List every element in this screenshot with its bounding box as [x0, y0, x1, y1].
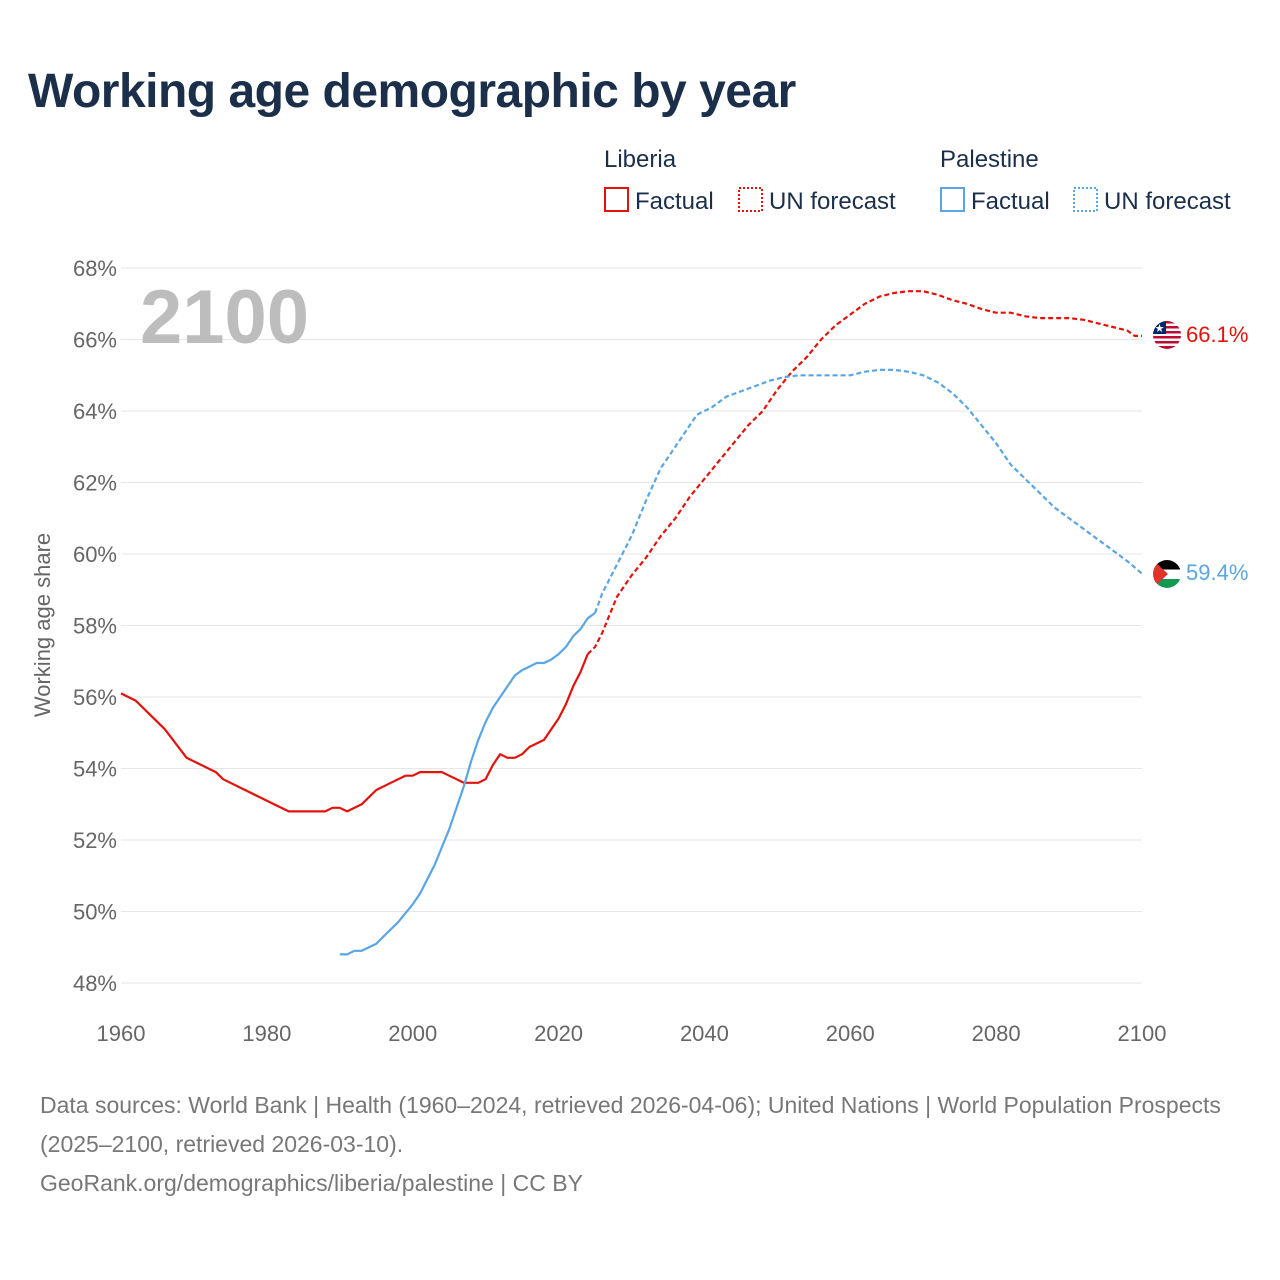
x-tick-label: 2000	[388, 1021, 437, 1046]
palestine-end-label: 59.4%	[1186, 560, 1248, 585]
y-tick-label: 66%	[73, 328, 117, 353]
legend-liberia-forecast-label[interactable]: UN forecast	[769, 188, 896, 215]
y-tick-label: 52%	[73, 828, 117, 853]
liberia-factual-line[interactable]	[120, 653, 589, 813]
x-tick-label: 2100	[1118, 1021, 1167, 1046]
y-tick-label: 58%	[73, 614, 117, 639]
palestine-factual-line[interactable]	[339, 612, 596, 956]
legend-group-liberia: Liberia	[604, 146, 677, 173]
x-tick-label: 1980	[242, 1021, 291, 1046]
y-tick-label: 64%	[73, 399, 117, 424]
legend-liberia-factual-swatch[interactable]	[604, 187, 629, 212]
palestine-flag-icon	[1153, 560, 1181, 588]
y-tick-label: 56%	[73, 685, 117, 710]
y-tick-label: 54%	[73, 757, 117, 782]
chart-title: Working age demographic by year	[28, 65, 796, 118]
credit-text: GeoRank.org/demographics/liberia/palesti…	[40, 1170, 583, 1196]
y-axis-title: Working age share	[30, 533, 55, 717]
gridlines	[121, 267, 1142, 984]
y-tick-label: 60%	[73, 542, 117, 567]
legend-palestine-factual-label[interactable]: Factual	[971, 188, 1050, 215]
series-lines	[120, 290, 1143, 956]
y-tick-label: 62%	[73, 471, 117, 496]
y-tick-label: 50%	[73, 900, 117, 925]
data-sources-text: Data sources: World Bank | Health (1960–…	[40, 1092, 1221, 1157]
y-axis-ticks: 48% 50% 52% 54% 56% 58% 60% 62% 64% 66% 68%	[73, 256, 117, 996]
liberia-end-label: 66.1%	[1186, 322, 1248, 347]
footer: Data sources: World Bank | Health (1960–…	[40, 1086, 1240, 1203]
x-tick-label: 1960	[97, 1021, 146, 1046]
svg-text:★: ★	[1155, 323, 1165, 335]
legend-palestine-forecast-label[interactable]: UN forecast	[1104, 188, 1231, 215]
legend-palestine-factual-swatch[interactable]	[940, 187, 965, 212]
legend-liberia-factual-label[interactable]: Factual	[635, 188, 714, 215]
x-tick-label: 2060	[826, 1021, 875, 1046]
x-tick-label: 2080	[972, 1021, 1021, 1046]
x-axis-ticks: 1960 1980 2000 2020 2040 2060 2080 2100	[97, 1021, 1167, 1046]
y-tick-label: 48%	[73, 971, 117, 996]
legend-palestine-forecast-swatch[interactable]	[1073, 187, 1098, 212]
x-tick-label: 2020	[534, 1021, 583, 1046]
palestine-forecast-line[interactable]	[593, 368, 1143, 614]
x-tick-label: 2040	[680, 1021, 729, 1046]
liberia-forecast-line[interactable]	[586, 290, 1142, 655]
y-tick-label: 68%	[73, 256, 117, 281]
legend: Liberia Factual UN forecast Palestine Fa…	[604, 146, 1231, 215]
legend-liberia-forecast-swatch[interactable]	[738, 187, 763, 212]
liberia-flag-icon: ★	[1153, 321, 1181, 349]
chart-area: 48%50%52%54%56%58%60%62%64%66%68% 1960 19…	[30, 146, 1248, 1046]
current-year-label: 2100	[140, 275, 309, 360]
legend-group-palestine: Palestine	[940, 146, 1039, 173]
